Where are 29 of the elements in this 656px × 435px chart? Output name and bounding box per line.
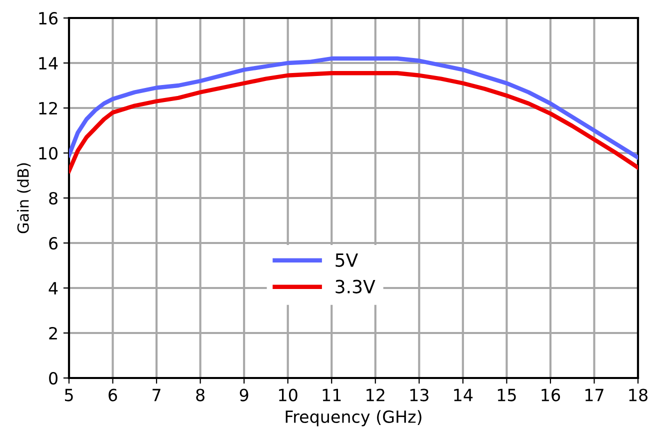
line-series bbox=[69, 71, 638, 174]
y-tick-label: 0 bbox=[49, 372, 58, 385]
x-tick-label: 13 bbox=[410, 388, 428, 402]
y-tick-label: 6 bbox=[49, 236, 58, 250]
x-tick-label: 14 bbox=[454, 388, 473, 402]
x-tick-label: 11 bbox=[322, 388, 341, 402]
y-axis-title: Gain (dB) bbox=[17, 163, 31, 234]
y-tick-label: 10 bbox=[39, 146, 58, 160]
y-tick-label: 4 bbox=[48, 282, 58, 294]
x-tick-label: 16 bbox=[542, 388, 560, 402]
x-axis-title: Frequency (GHz) bbox=[286, 410, 422, 426]
line-series bbox=[69, 56, 638, 160]
legend-label: 5V bbox=[336, 254, 358, 267]
legend-label: 3.3V bbox=[336, 280, 376, 294]
x-tick-label: 6 bbox=[108, 388, 118, 402]
y-tick-label: 14 bbox=[39, 57, 58, 70]
x-tick-label: 8 bbox=[196, 388, 204, 402]
x-tick-label: 18 bbox=[629, 388, 648, 402]
x-tick-label: 12 bbox=[366, 388, 384, 402]
x-tick-label: 7 bbox=[152, 388, 160, 402]
x-tick-label: 5 bbox=[64, 388, 73, 402]
x-tick-label: 17 bbox=[585, 388, 604, 402]
y-tick-label: 16 bbox=[39, 12, 58, 25]
y-tick-label: 12 bbox=[39, 102, 57, 114]
y-tick-label: 2 bbox=[49, 326, 57, 340]
x-tick-label: 15 bbox=[498, 388, 516, 402]
x-tick-label: 9 bbox=[240, 388, 248, 402]
x-tick-label: 10 bbox=[279, 388, 298, 402]
y-tick-label: 8 bbox=[49, 192, 58, 205]
